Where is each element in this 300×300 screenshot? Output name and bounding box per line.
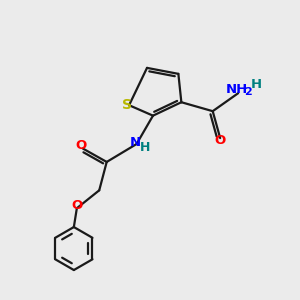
Text: O: O — [214, 134, 226, 147]
Text: O: O — [76, 139, 87, 152]
Text: H: H — [251, 78, 262, 92]
Text: N: N — [130, 136, 141, 149]
Text: 2: 2 — [244, 87, 251, 97]
Text: S: S — [122, 98, 132, 112]
Text: NH: NH — [226, 83, 248, 96]
Text: O: O — [72, 199, 83, 212]
Text: H: H — [140, 141, 150, 154]
